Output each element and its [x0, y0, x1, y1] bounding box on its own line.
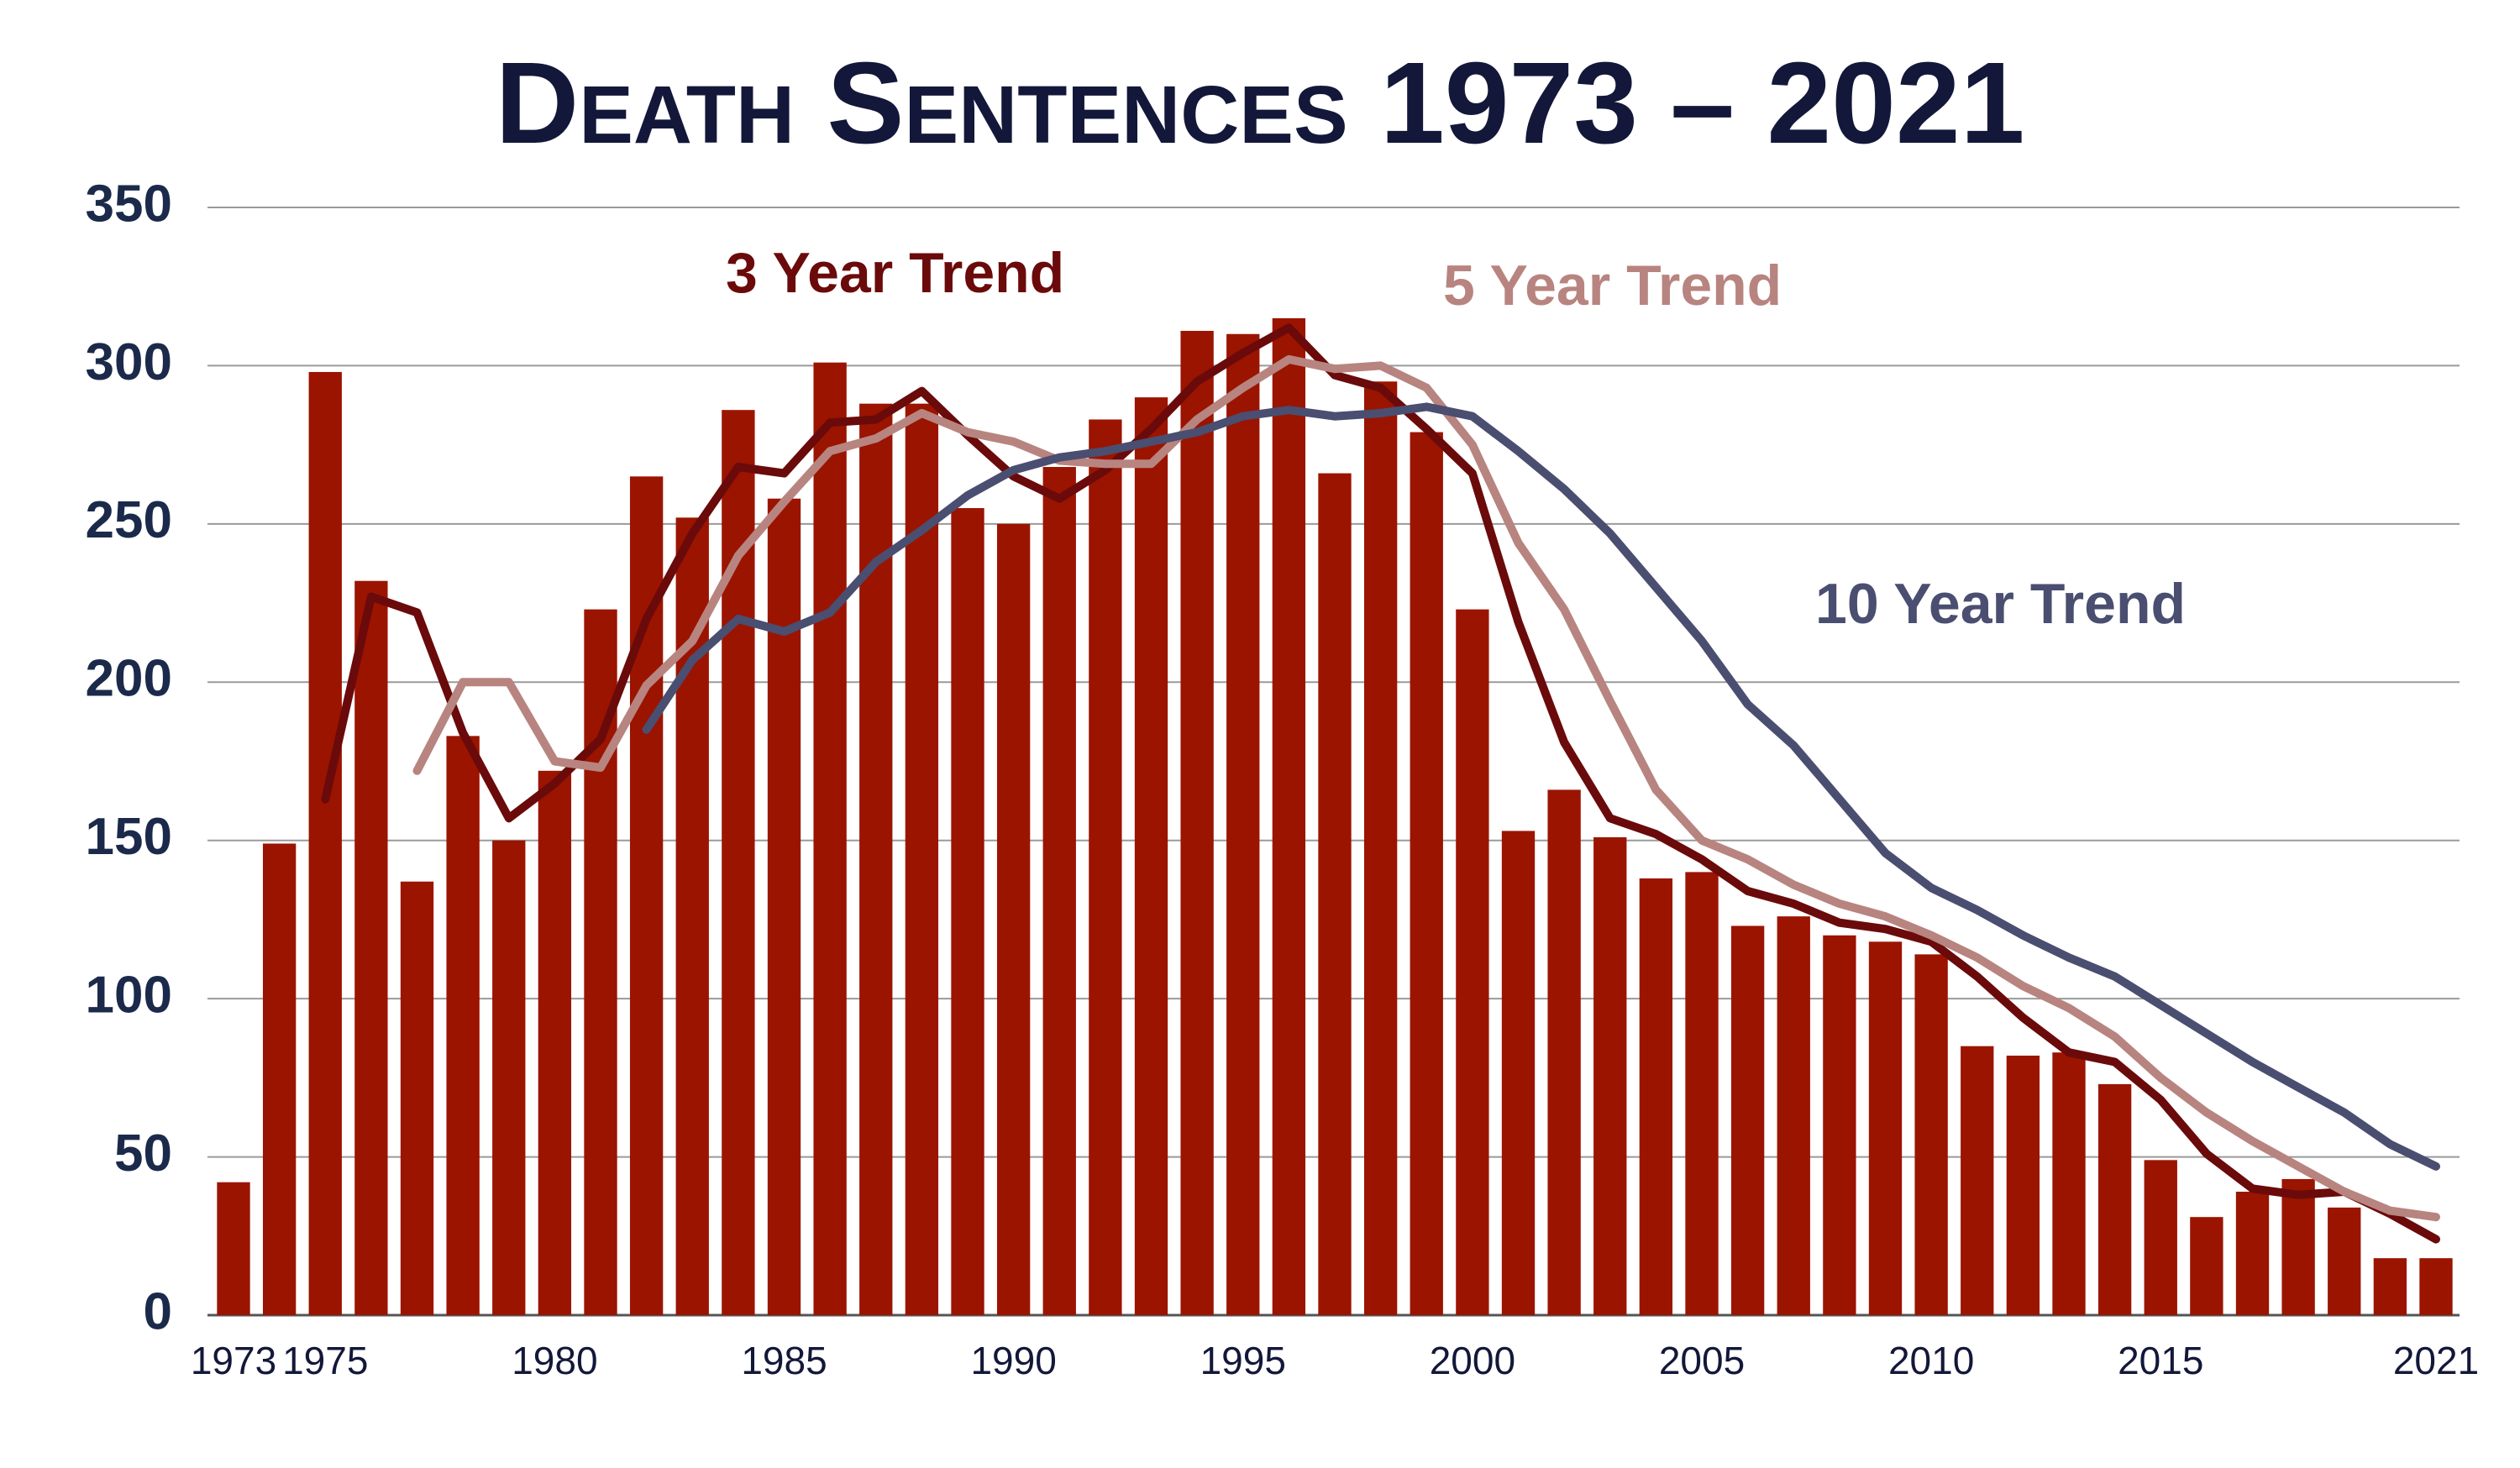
x-tick-label: 1973: [191, 1339, 276, 1382]
bar: [2144, 1160, 2177, 1315]
bar: [2235, 1192, 2270, 1315]
bar: [1593, 836, 1627, 1315]
y-tick-label: 350: [86, 175, 172, 233]
bar: [2052, 1052, 2086, 1315]
bar: [813, 362, 847, 1315]
bar: [1868, 941, 1903, 1315]
x-tick-label: 2010: [1888, 1339, 1974, 1382]
bar: [2097, 1083, 2132, 1315]
bar: [2190, 1217, 2223, 1315]
bar: [538, 770, 572, 1315]
bar: [1410, 432, 1443, 1315]
y-tick-label: 300: [86, 333, 172, 391]
bar: [1134, 397, 1168, 1316]
x-tick-label: 1995: [1200, 1339, 1286, 1382]
y-tick-label: 100: [86, 967, 172, 1025]
bar: [951, 508, 984, 1315]
bar: [584, 609, 617, 1315]
bar: [1089, 419, 1122, 1316]
x-tick-label: 1975: [282, 1339, 368, 1382]
bar: [859, 403, 893, 1316]
x-tick-label: 1990: [970, 1339, 1056, 1382]
bar: [996, 523, 1031, 1315]
bar: [1272, 317, 1306, 1315]
bar: [446, 736, 480, 1315]
x-tick-label: 1980: [512, 1339, 597, 1382]
y-tick-label: 200: [86, 650, 172, 708]
x-tick-label: 1985: [741, 1339, 827, 1382]
bar: [1914, 954, 1948, 1315]
bar: [767, 498, 801, 1315]
bar: [492, 840, 526, 1315]
bar: [1456, 609, 1489, 1315]
y-tick-label: 150: [86, 808, 172, 866]
bar: [308, 371, 342, 1316]
bar: [2373, 1258, 2407, 1315]
chart-title: Death Sentences 1973 – 2021: [496, 39, 2025, 168]
bar: [1226, 333, 1260, 1315]
legend-label: 10 Year Trend: [1815, 572, 2186, 636]
bar: [1318, 473, 1352, 1315]
bar: [1961, 1046, 1994, 1315]
bar: [1730, 925, 1765, 1315]
x-tick-label: 2021: [2393, 1339, 2479, 1382]
bar: [2281, 1178, 2315, 1315]
bar: [1639, 878, 1673, 1315]
bar: [262, 843, 297, 1315]
trend-line: [321, 323, 2440, 1244]
bar: [2419, 1258, 2453, 1315]
bar: [1363, 381, 1398, 1315]
y-tick-label: 250: [86, 491, 172, 549]
x-tick-label: 2005: [1659, 1339, 1745, 1382]
bar: [1777, 916, 1810, 1315]
legend-label: 5 Year Trend: [1443, 254, 1782, 317]
bar: [1823, 935, 1856, 1315]
bar: [2006, 1055, 2040, 1315]
x-tick-label: 2015: [2118, 1339, 2203, 1382]
bar: [400, 881, 434, 1315]
bar: [354, 580, 388, 1315]
y-tick-label: 0: [144, 1282, 172, 1340]
bar: [1042, 467, 1076, 1315]
trend-line: [642, 402, 2440, 1171]
bar: [1501, 831, 1536, 1315]
trend-line: [412, 354, 2440, 1222]
bar: [905, 403, 939, 1316]
bar: [1547, 789, 1581, 1315]
x-tick-label: 2000: [1430, 1339, 1515, 1382]
bar: [1180, 330, 1214, 1316]
legend-label: 3 Year Trend: [726, 241, 1064, 305]
bar: [1685, 872, 1719, 1315]
bar: [217, 1182, 250, 1315]
bar: [2328, 1207, 2361, 1315]
y-tick-label: 50: [114, 1125, 172, 1182]
